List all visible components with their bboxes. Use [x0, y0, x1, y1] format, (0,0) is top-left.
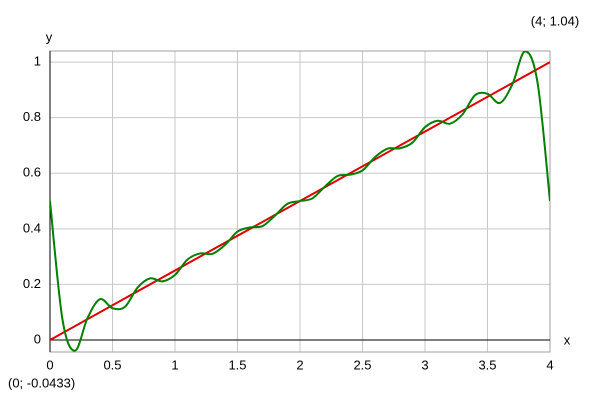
x-tick-label: 3.5: [478, 357, 496, 372]
x-tick-label: 1: [171, 357, 178, 372]
y-tick-label: 0.4: [23, 220, 41, 235]
y-tick-label: 0.2: [23, 276, 41, 291]
x-tick-label: 3: [421, 357, 428, 372]
series-line: [50, 51, 550, 352]
y-tick-label: 0.8: [23, 109, 41, 124]
y-tick-label: 0: [34, 331, 41, 346]
plot-area: [50, 51, 550, 352]
x-tick-label: 2.5: [353, 357, 371, 372]
x-tick-label: 2: [296, 357, 303, 372]
x-tick-label: 0.5: [103, 357, 121, 372]
x-axis-label: x: [564, 332, 571, 347]
y-axis-label: y: [46, 29, 53, 44]
x-tick-label: 0: [46, 357, 53, 372]
y-tick-label: 1: [34, 54, 41, 69]
x-tick-label: 1.5: [228, 357, 246, 372]
y-tick-label: 0.6: [23, 165, 41, 180]
corner-label: (0; -0.0433): [8, 375, 75, 390]
x-tick-label: 4: [546, 357, 553, 372]
corner-label: (4; 1.04): [531, 13, 579, 28]
